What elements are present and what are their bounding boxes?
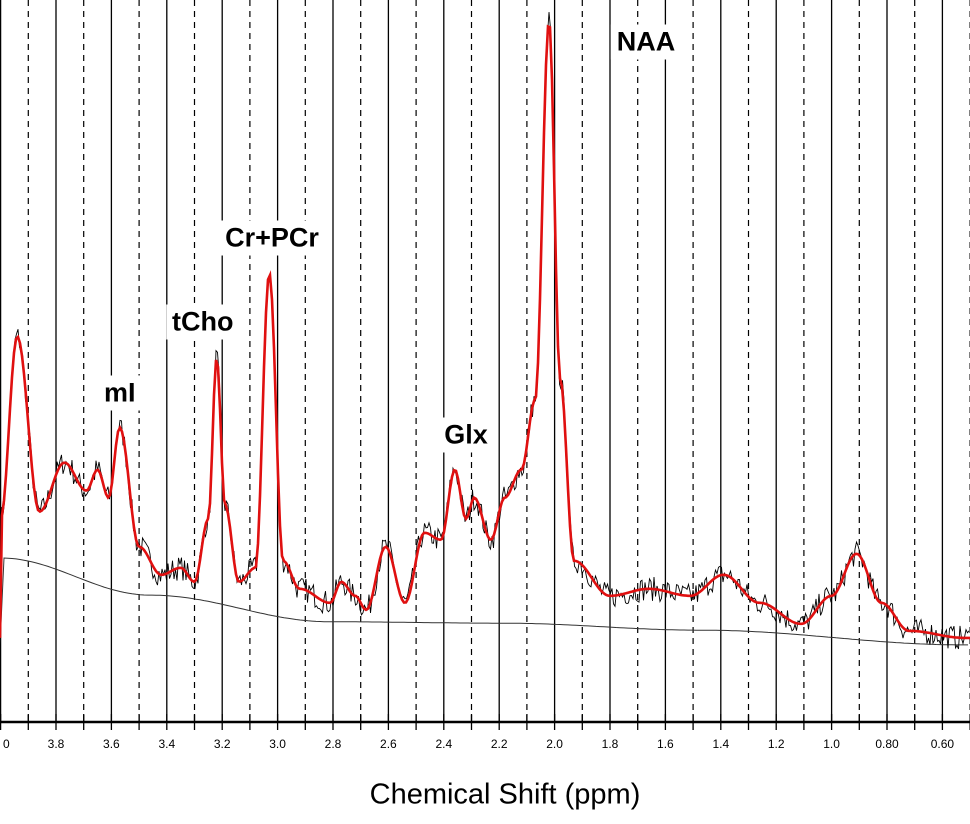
annotation-tcho: tCho xyxy=(166,304,240,340)
tick-label: 2.8 xyxy=(325,737,342,751)
annotation-naa: NAA xyxy=(610,24,682,60)
tick-label: 3.8 xyxy=(48,737,65,751)
tick-label: 0.60 xyxy=(931,737,955,751)
tick-label: 3.6 xyxy=(103,737,120,751)
tick-label: 2.0 xyxy=(546,737,563,751)
tick-label: 3.2 xyxy=(214,737,231,751)
tick-label: 0.80 xyxy=(875,737,899,751)
tick-label: 1.4 xyxy=(712,737,729,751)
baseline-curve xyxy=(0,557,968,646)
tick-label: 2.6 xyxy=(380,737,397,751)
tick-label: 1.0 xyxy=(823,737,840,751)
tick-label: 3.0 xyxy=(269,737,286,751)
annotation-mi: mI xyxy=(97,375,142,411)
tick-label: 0 xyxy=(3,737,10,751)
annotation-cr-pcr: Cr+PCr xyxy=(219,220,325,256)
tick-label: 3.4 xyxy=(158,737,175,751)
annotation-glx: Glx xyxy=(438,417,494,453)
x-axis-label: Chemical Shift (ppm) xyxy=(369,778,641,811)
tick-label: 2.2 xyxy=(491,737,508,751)
tick-label: 2.4 xyxy=(435,737,452,751)
fit-curve-line xyxy=(0,24,970,640)
tick-label: 1.2 xyxy=(768,737,785,751)
tick-label: 1.6 xyxy=(657,737,674,751)
tick-label: 1.8 xyxy=(602,737,619,751)
